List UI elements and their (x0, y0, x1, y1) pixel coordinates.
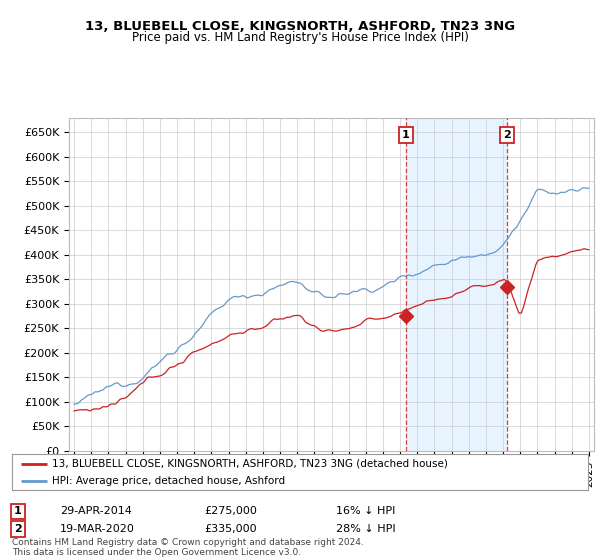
Text: 16% ↓ HPI: 16% ↓ HPI (336, 506, 395, 516)
Text: £335,000: £335,000 (204, 524, 257, 534)
Text: 28% ↓ HPI: 28% ↓ HPI (336, 524, 395, 534)
Text: 1: 1 (402, 130, 410, 140)
Text: 19-MAR-2020: 19-MAR-2020 (60, 524, 135, 534)
Text: 29-APR-2014: 29-APR-2014 (60, 506, 132, 516)
Text: 1: 1 (14, 506, 22, 516)
Bar (406, 118, 506, 451)
Text: 13, BLUEBELL CLOSE, KINGSNORTH, ASHFORD, TN23 3NG: 13, BLUEBELL CLOSE, KINGSNORTH, ASHFORD,… (85, 20, 515, 32)
Text: 2: 2 (14, 524, 22, 534)
Text: Price paid vs. HM Land Registry's House Price Index (HPI): Price paid vs. HM Land Registry's House … (131, 31, 469, 44)
Text: 2: 2 (503, 130, 511, 140)
Text: Contains HM Land Registry data © Crown copyright and database right 2024.
This d: Contains HM Land Registry data © Crown c… (12, 538, 364, 557)
Text: 13, BLUEBELL CLOSE, KINGSNORTH, ASHFORD, TN23 3NG (detached house): 13, BLUEBELL CLOSE, KINGSNORTH, ASHFORD,… (52, 459, 448, 469)
Text: £275,000: £275,000 (204, 506, 257, 516)
Text: HPI: Average price, detached house, Ashford: HPI: Average price, detached house, Ashf… (52, 475, 286, 486)
